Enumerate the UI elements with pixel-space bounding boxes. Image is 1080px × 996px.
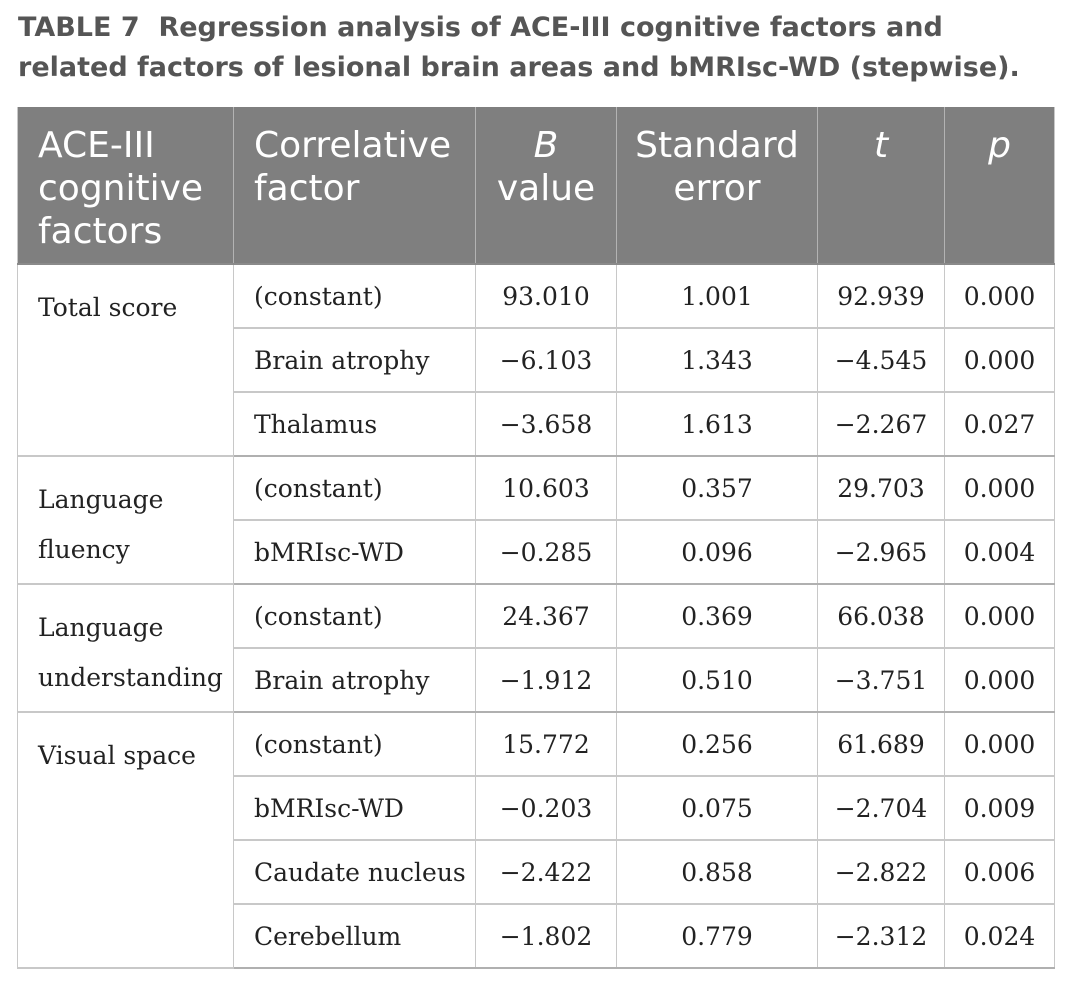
t-value-cell: −2.822 bbox=[817, 840, 945, 905]
regression-table: ACE-III cognitive factors Correlative fa… bbox=[17, 107, 1055, 969]
cognitive-factor-cell: Visual space bbox=[17, 712, 234, 969]
b-value-cell: −0.285 bbox=[475, 520, 617, 585]
t-value-cell: 29.703 bbox=[817, 456, 945, 521]
standard-error-cell: 0.075 bbox=[616, 776, 818, 841]
correlative-factor-cell: Cerebellum bbox=[233, 904, 476, 969]
header-cognitive-factors-line: factors bbox=[38, 211, 163, 252]
b-value-cell: 15.772 bbox=[475, 712, 617, 777]
table-row: bMRIsc-WD −0.203 0.075 −2.704 0.009 bbox=[18, 776, 1055, 841]
t-value-cell: −3.751 bbox=[817, 648, 945, 713]
t-value-cell: −2.704 bbox=[817, 776, 945, 841]
b-value-cell: −0.203 bbox=[475, 776, 617, 841]
header-t: t bbox=[817, 107, 945, 265]
header-standard-error: Standard error bbox=[616, 107, 818, 265]
p-value-cell: 0.006 bbox=[944, 840, 1055, 905]
table-row: Total score (constant) 93.010 1.001 92.939 0.… bbox=[17, 264, 1055, 457]
table-row: Language understanding (constant) 24.367 0.… bbox=[17, 584, 1055, 713]
header-b-value: B value bbox=[475, 107, 617, 265]
b-value-cell: 10.603 bbox=[475, 456, 617, 521]
table-row: Brain atrophy −6.103 1.343 −4.545 0.000 bbox=[18, 328, 1055, 393]
cognitive-factor-cell: Total score bbox=[17, 264, 234, 457]
b-value-cell: −6.103 bbox=[475, 328, 617, 393]
header-correlative-factor-line: factor bbox=[254, 168, 360, 209]
p-value-cell: 0.009 bbox=[944, 776, 1055, 841]
cognitive-factor-cell: Language understanding bbox=[17, 584, 234, 713]
t-value-cell: 66.038 bbox=[817, 584, 945, 649]
p-value-cell: 0.000 bbox=[944, 264, 1055, 329]
header-cognitive-factors-line: ACE-III bbox=[38, 125, 155, 166]
p-value-cell: 0.000 bbox=[944, 712, 1055, 777]
cognitive-factor-name: Language fluency bbox=[38, 485, 164, 564]
table-row: Language fluency (constant) 10.603 0.357 29.… bbox=[17, 456, 1055, 585]
table-caption-text: Regression analysis of ACE-III cognitive… bbox=[18, 12, 1020, 83]
b-value-cell: −2.422 bbox=[475, 840, 617, 905]
t-value-cell: −2.267 bbox=[817, 392, 945, 457]
table-row: Cerebellum −1.802 0.779 −2.312 0.024 bbox=[18, 904, 1055, 969]
standard-error-cell: 0.256 bbox=[616, 712, 818, 777]
table-header: ACE-III cognitive factors Correlative fa… bbox=[17, 107, 1055, 265]
standard-error-cell: 1.001 bbox=[616, 264, 818, 329]
standard-error-cell: 1.613 bbox=[616, 392, 818, 457]
cognitive-factor-name: Total score bbox=[38, 293, 178, 322]
header-t-symbol: t bbox=[873, 125, 889, 166]
correlative-factor-cell: (constant) bbox=[233, 584, 476, 649]
cognitive-factor-name: Visual space bbox=[38, 741, 196, 770]
cognitive-factor-name: Language understanding bbox=[38, 613, 223, 692]
t-value-cell: −2.965 bbox=[817, 520, 945, 585]
b-value-cell: 93.010 bbox=[475, 264, 617, 329]
standard-error-cell: 0.779 bbox=[616, 904, 818, 969]
table-row: Caudate nucleus −2.422 0.858 −2.822 0.006 bbox=[18, 840, 1055, 905]
cognitive-factor-cell: Language fluency bbox=[17, 456, 234, 585]
t-value-cell: −2.312 bbox=[817, 904, 945, 969]
table-row: Visual space (constant) 15.772 0.256 61.689 0… bbox=[17, 712, 1055, 969]
standard-error-cell: 1.343 bbox=[616, 328, 818, 393]
p-value-cell: 0.004 bbox=[944, 520, 1055, 585]
header-p: p bbox=[944, 107, 1055, 265]
header-standard-error-line: error bbox=[673, 168, 761, 209]
table-body: Total score (constant) 93.010 1.001 92.939 0.… bbox=[17, 264, 1055, 969]
header-row: ACE-III cognitive factors Correlative fa… bbox=[17, 107, 1055, 265]
table-row: Thalamus −3.658 1.613 −2.267 0.027 bbox=[18, 392, 1055, 457]
p-value-cell: 0.024 bbox=[944, 904, 1055, 969]
b-value-cell: −1.802 bbox=[475, 904, 617, 969]
header-p-symbol: p bbox=[988, 125, 1011, 166]
correlative-factor-cell: bMRIsc-WD bbox=[233, 776, 476, 841]
standard-error-cell: 0.858 bbox=[616, 840, 818, 905]
header-b-symbol: B bbox=[533, 125, 559, 166]
t-value-cell: 92.939 bbox=[817, 264, 945, 329]
p-value-cell: 0.000 bbox=[944, 456, 1055, 521]
header-correlative-factor: Correlative factor bbox=[233, 107, 476, 265]
header-standard-error-line: Standard bbox=[635, 125, 799, 166]
p-value-cell: 0.000 bbox=[944, 328, 1055, 393]
p-value-cell: 0.000 bbox=[944, 648, 1055, 713]
standard-error-cell: 0.357 bbox=[616, 456, 818, 521]
table-row: bMRIsc-WD −0.285 0.096 −2.965 0.004 bbox=[18, 520, 1055, 585]
b-value-cell: 24.367 bbox=[475, 584, 617, 649]
table-row: Brain atrophy −1.912 0.510 −3.751 0.000 bbox=[18, 648, 1055, 713]
b-value-cell: −3.658 bbox=[475, 392, 617, 457]
correlative-factor-cell: bMRIsc-WD bbox=[233, 520, 476, 585]
correlative-factor-cell: (constant) bbox=[233, 264, 476, 329]
standard-error-cell: 0.096 bbox=[616, 520, 818, 585]
correlative-factor-cell: Brain atrophy bbox=[233, 648, 476, 713]
p-value-cell: 0.027 bbox=[944, 392, 1055, 457]
correlative-factor-cell: (constant) bbox=[233, 712, 476, 777]
correlative-factor-cell: (constant) bbox=[233, 456, 476, 521]
table-label: TABLE 7 bbox=[18, 12, 140, 43]
header-correlative-factor-line: Correlative bbox=[254, 125, 452, 166]
standard-error-cell: 0.510 bbox=[616, 648, 818, 713]
table-caption: TABLE 7 Regression analysis of ACE-III c… bbox=[18, 8, 1058, 88]
header-b-value-label: value bbox=[496, 168, 596, 209]
p-value-cell: 0.000 bbox=[944, 584, 1055, 649]
correlative-factor-cell: Thalamus bbox=[233, 392, 476, 457]
header-cognitive-factors: ACE-III cognitive factors bbox=[17, 107, 234, 265]
standard-error-cell: 0.369 bbox=[616, 584, 818, 649]
t-value-cell: 61.689 bbox=[817, 712, 945, 777]
b-value-cell: −1.912 bbox=[475, 648, 617, 713]
correlative-factor-cell: Brain atrophy bbox=[233, 328, 476, 393]
correlative-factor-cell: Caudate nucleus bbox=[233, 840, 476, 905]
t-value-cell: −4.545 bbox=[817, 328, 945, 393]
header-cognitive-factors-line: cognitive bbox=[38, 168, 204, 209]
